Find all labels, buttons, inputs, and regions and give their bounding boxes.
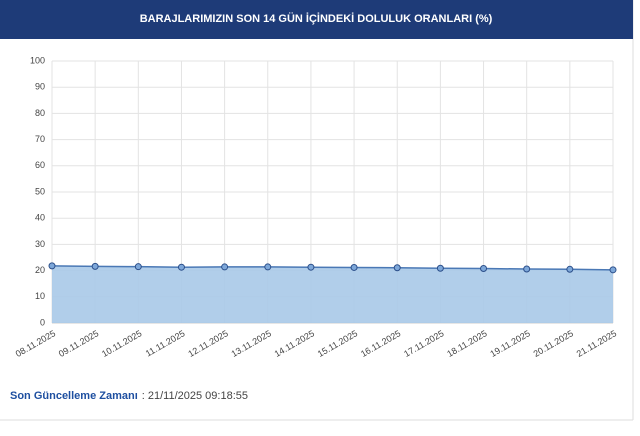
y-tick-label: 50 bbox=[35, 186, 45, 196]
point bbox=[609, 266, 617, 274]
point bbox=[221, 263, 229, 271]
point bbox=[264, 263, 272, 271]
point bbox=[91, 262, 99, 270]
line bbox=[51, 265, 614, 271]
y-tick-label: 80 bbox=[35, 108, 45, 118]
point bbox=[350, 263, 358, 271]
point bbox=[436, 264, 444, 272]
point bbox=[307, 263, 315, 271]
footer-line: Son Güncelleme Zamanı : 21/11/2025 09:18:… bbox=[10, 390, 248, 402]
point bbox=[134, 263, 142, 271]
y-tick-label: 40 bbox=[35, 213, 45, 223]
footer-value: : 21/11/2025 09:18:55 bbox=[142, 390, 248, 402]
header-bar bbox=[0, 0, 633, 39]
y-tick-label: 70 bbox=[35, 134, 45, 144]
area bbox=[52, 265, 613, 323]
footer-label: Son Güncelleme Zamanı bbox=[10, 390, 138, 402]
y-tick-label: 60 bbox=[35, 160, 45, 170]
point bbox=[523, 265, 531, 273]
point bbox=[48, 262, 56, 270]
y-tick-label: 0 bbox=[40, 317, 45, 327]
y-tick-label: 100 bbox=[30, 55, 45, 65]
point bbox=[566, 265, 574, 273]
y-tick-label: 20 bbox=[35, 265, 45, 275]
point bbox=[393, 264, 401, 272]
point bbox=[177, 263, 185, 271]
point bbox=[480, 265, 488, 273]
y-tick-label: 10 bbox=[35, 291, 45, 301]
y-tick-label: 30 bbox=[35, 239, 45, 249]
chart-title: BARAJLARIMIZIN SON 14 GÜN İÇİNDEKİ DOLUL… bbox=[140, 12, 493, 25]
y-tick-label: 90 bbox=[35, 82, 45, 92]
